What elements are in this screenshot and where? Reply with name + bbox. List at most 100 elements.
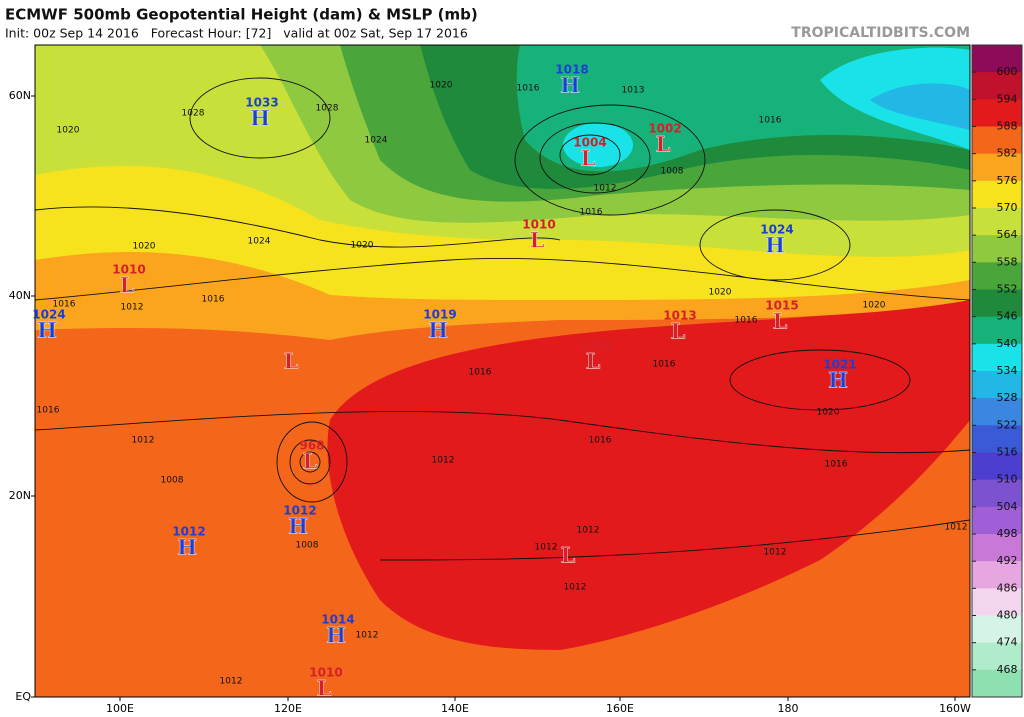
isobar-label: 1016 [589,436,612,446]
pressure-center-value: 1002 [648,122,681,136]
pressure-center-letter: H [177,535,197,560]
lat-label: 60N [9,89,31,102]
pressure-center-letter: H [326,623,346,648]
pressure-center-letter: L [586,349,601,374]
colorbar-swatch [972,126,1022,155]
colorbar-label: 510 [997,473,1018,486]
colorbar-swatch [972,45,1022,73]
lat-label: EQ [15,690,31,703]
colorbar-label: 558 [997,255,1018,268]
isobar-label: 1012 [577,526,600,536]
lon-label: 180 [778,702,799,715]
pressure-center-letter: L [656,132,671,157]
pressure-center-value: 1021 [823,358,856,372]
colorbar-swatch [972,479,1022,508]
pressure-center-value: 1018 [555,63,588,77]
colorbar-swatch [972,425,1022,453]
colorbar-swatch [972,561,1022,589]
isobar-label: 1012 [220,677,243,687]
pressure-center-value: 1013 [663,309,696,323]
map-fills [35,45,970,697]
isobar-label: 1016 [37,406,60,416]
isobar-label: 1016 [653,360,676,370]
subtitle: Init: 00z Sep 14 2016 Forecast Hour: [72… [5,26,468,41]
isobar-label: 1024 [365,136,388,146]
colorbar-label: 600 [997,65,1018,78]
pressure-center-letter: H [250,106,270,131]
colorbar-swatch [972,316,1022,345]
pressure-center-letter: H [765,233,785,258]
isobars [35,77,970,561]
colorbar-label: 576 [997,174,1018,187]
lon-label: 160W [939,702,971,715]
colorbar-swatch [972,289,1022,318]
colorbar-label: 534 [997,364,1018,377]
colorbar-swatch [972,262,1022,290]
pressure-center-letter: L [581,146,596,171]
pressure-center-value: 1024 [32,308,65,322]
colorbar-label: 582 [997,147,1018,160]
isobar-label: 1020 [57,126,80,136]
map-frame [34,44,971,698]
colorbar-label: 540 [997,337,1018,350]
pressure-center-letter: L [530,228,545,253]
isobar-label: 1020 [817,408,840,418]
colorbar-label: 594 [997,92,1018,105]
colorbar-swatch [972,534,1022,562]
colorbar-swatch [972,506,1022,535]
colorbar-swatch [972,669,1022,698]
colorbar-label: 570 [997,201,1018,214]
pressure-center-value: 1012 [172,525,205,539]
pressure-center-value: 1014 [321,613,354,627]
colorbar-label: 588 [997,120,1018,133]
isobar-label: 1016 [735,316,758,326]
pressure-center-value: 1013 [578,339,611,353]
isobar-label: 1016 [825,460,848,470]
colorbar-swatch [972,208,1022,236]
colorbar-swatch [972,615,1022,644]
colorbar-label: 522 [997,418,1018,431]
colorbar-label: 486 [997,581,1018,594]
isobar-label: 1020 [863,301,886,311]
colorbar-label: 492 [997,554,1018,567]
isobar-label: 1013 [622,86,645,96]
isobar-label: 1008 [161,476,184,486]
pressure-center-letter: L [561,543,576,568]
isobar-label: 1016 [517,84,540,94]
colorbar-swatch [972,452,1022,481]
colorbar-swatch [972,235,1022,263]
colorbar-swatch [972,180,1022,209]
pressure-center-letter: H [37,318,57,343]
colorbar-label: 480 [997,609,1018,622]
isobar-label: 1016 [759,116,782,126]
isobar-label: 1012 [945,523,968,533]
lon-label: 100E [106,702,134,715]
isobar-label: 1020 [709,288,732,298]
pressure-center-value: 1010 [309,666,342,680]
pressure-center-letter: H [560,73,580,98]
colorbar-swatch [972,72,1022,100]
colorbar-label: 546 [997,310,1018,323]
pressure-center-value: 1004 [573,136,606,150]
pressure-center-letter: L [773,309,788,334]
pressure-center-letter: L [120,273,135,298]
isobar-label: 1016 [580,208,603,218]
colorbar-label: 504 [997,500,1018,513]
lon-label: 120E [274,702,302,715]
isobar-label: 1024 [248,237,271,247]
watermark: TROPICALTIDBITS.COM [791,25,970,41]
isobar-label: 1012 [594,184,617,194]
colorbar-swatch [972,371,1022,399]
pressure-center-letter: L [303,449,318,474]
colorbar-label: 498 [997,527,1018,540]
isobar-label: 1012 [535,543,558,553]
pressure-center-value: 1010 [112,263,145,277]
pressure-center-letter: L [671,319,686,344]
colorbar-swatch [972,153,1022,182]
isobar-label: 1012 [132,436,155,446]
pressure-center-value: 1019 [423,308,456,322]
isobar-label: 1012 [764,548,787,558]
pressure-center-letter: H [288,514,308,539]
pressure-center-value: 1033 [245,96,278,110]
